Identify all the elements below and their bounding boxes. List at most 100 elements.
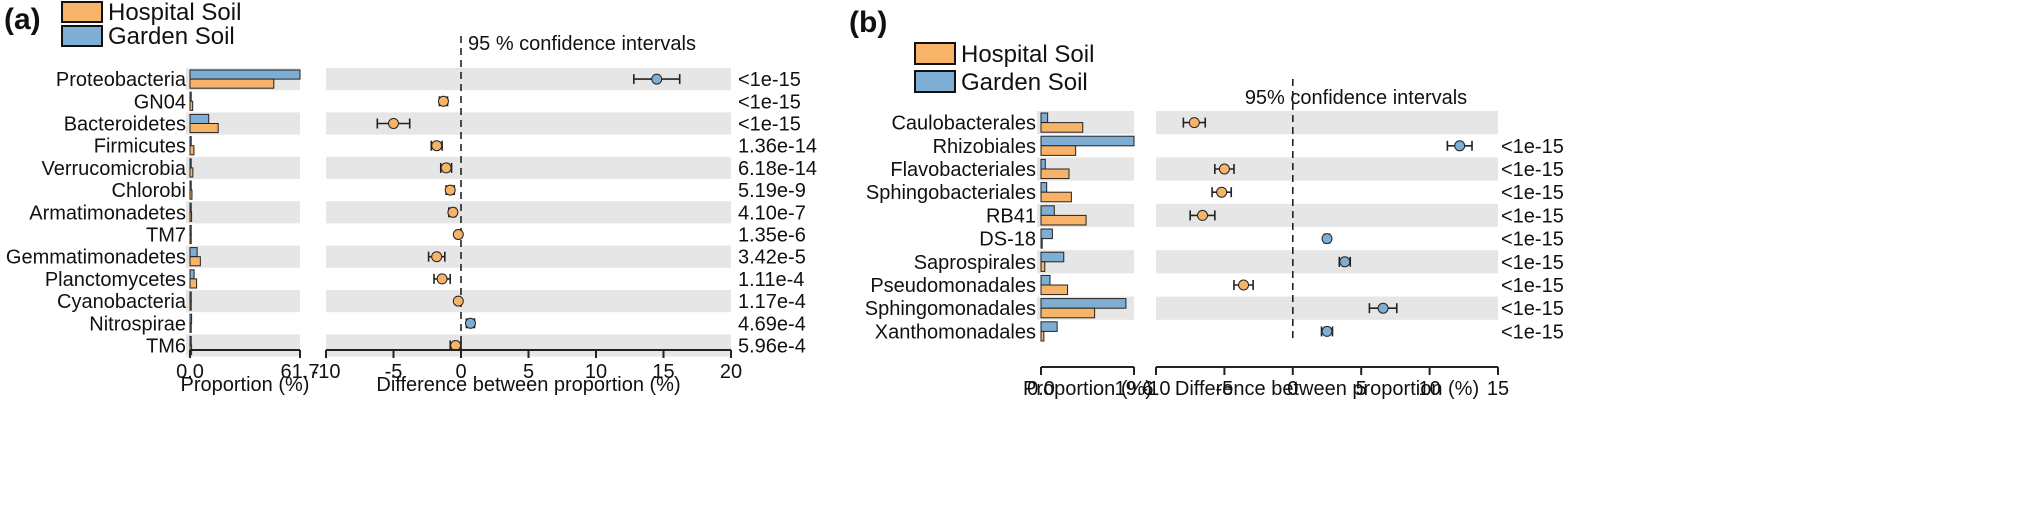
ci-point xyxy=(437,95,449,107)
proportion-bar-hospital xyxy=(189,322,192,333)
p-value: <1e-15 xyxy=(738,91,801,113)
proportion-bar-garden xyxy=(189,291,192,302)
legend-label: Garden Soil xyxy=(961,69,1088,96)
proportion-bar-hospital xyxy=(189,278,198,289)
taxon-label: TM6 xyxy=(146,336,186,358)
panel-label: (a) xyxy=(4,3,41,36)
p-value: 5.96e-4 xyxy=(738,336,806,358)
taxon-label: Sphingobacteriales xyxy=(866,182,1036,204)
proportion-bar-garden xyxy=(1040,182,1048,193)
bar-x-tick-label: 19.6 xyxy=(1115,378,1154,400)
ci-point xyxy=(1188,117,1200,129)
taxon-label: Gemmatimonadetes xyxy=(6,247,186,269)
p-value: 1.36e-14 xyxy=(738,136,817,158)
ci-point xyxy=(1454,140,1466,152)
ci-title: 95 % confidence intervals xyxy=(468,33,696,55)
bar-row-band xyxy=(186,201,300,224)
diff-x-tick-label: 20 xyxy=(720,361,742,383)
p-value: 6.18e-14 xyxy=(738,158,817,180)
ci-point xyxy=(1339,256,1351,268)
diff-row-band xyxy=(326,290,731,313)
proportion-bar-hospital xyxy=(189,211,193,222)
bar-row-band xyxy=(186,156,300,179)
proportion-bar-garden xyxy=(1040,321,1058,332)
proportion-bar-garden xyxy=(189,335,192,346)
ci-point xyxy=(1218,163,1230,175)
proportion-bar-hospital xyxy=(1040,168,1070,180)
p-value: 4.10e-7 xyxy=(738,202,806,224)
proportion-bar-garden xyxy=(189,91,192,102)
taxon-label: Pseudomonadales xyxy=(870,275,1036,297)
proportion-bar-garden xyxy=(189,269,195,280)
taxon-label: Cyanobacteria xyxy=(57,291,187,313)
diff-row-band xyxy=(326,245,731,268)
proportion-bar-hospital xyxy=(189,78,275,89)
proportion-bar-hospital xyxy=(189,167,194,178)
bar-row-band xyxy=(186,290,300,313)
diff-x-tick-label: 15 xyxy=(652,361,674,383)
p-value: 1.17e-4 xyxy=(738,291,806,313)
proportion-bar-garden xyxy=(189,247,198,258)
proportion-bar-garden xyxy=(189,113,210,125)
proportion-bar-hospital xyxy=(1040,145,1077,156)
taxon-label: Proteobacteria xyxy=(56,69,187,91)
proportion-bar-garden xyxy=(1040,112,1049,124)
proportion-bar-hospital xyxy=(189,123,219,134)
ci-point xyxy=(1238,279,1250,291)
p-value: <1e-15 xyxy=(1501,321,1564,343)
proportion-bar-garden xyxy=(189,69,301,80)
taxon-label: RB41 xyxy=(986,205,1036,227)
diff-row-band xyxy=(1156,250,1498,274)
bar-x-label: Proportion (%) xyxy=(181,374,310,396)
p-value: <1e-15 xyxy=(1501,205,1564,227)
taxon-label: Xanthomonadales xyxy=(875,321,1036,343)
ci-point xyxy=(388,118,399,129)
proportion-bar-hospital xyxy=(1040,122,1084,133)
ci-point xyxy=(1216,186,1228,198)
proportion-bar-hospital xyxy=(1040,307,1096,319)
taxon-label: Flavobacteriales xyxy=(890,159,1036,181)
taxon-label: Armatimonadetes xyxy=(29,202,186,224)
proportion-bar-garden xyxy=(189,224,192,235)
p-value: <1e-15 xyxy=(738,69,801,91)
p-value: 1.11e-4 xyxy=(738,269,804,291)
taxon-label: DS-18 xyxy=(979,229,1036,251)
proportion-bar-garden xyxy=(189,202,192,213)
diff-x-tick-label: 5 xyxy=(523,361,534,383)
proportion-bar-hospital xyxy=(189,189,193,200)
ci-point xyxy=(431,140,443,152)
legend-swatch-garden xyxy=(914,70,956,93)
ci-point xyxy=(444,184,456,196)
ci-title: 95% confidence intervals xyxy=(1245,87,1467,109)
taxon-label: TM7 xyxy=(146,225,186,247)
proportion-bar-hospital xyxy=(1040,261,1046,272)
proportion-bar-garden xyxy=(189,136,192,147)
diff-x-label: Difference between proportion (%) xyxy=(1175,378,1479,400)
p-value: <1e-15 xyxy=(738,114,801,136)
taxon-label: Caulobacterales xyxy=(891,113,1036,135)
taxon-label: Nitrospirae xyxy=(89,313,186,335)
proportion-bar-hospital xyxy=(1040,284,1069,296)
bar-x-tick-label: 0.0 xyxy=(1027,378,1055,400)
taxon-label: Bacteroidetes xyxy=(64,114,186,136)
diff-x-label: Difference between proportion (%) xyxy=(376,374,680,396)
bar-row-band xyxy=(186,245,300,268)
ci-point xyxy=(1321,325,1333,337)
ci-point xyxy=(651,73,663,85)
legend-swatch-hospital xyxy=(914,42,956,65)
diff-x-tick-label: 0 xyxy=(1287,378,1298,400)
panel-label: (b) xyxy=(849,6,887,39)
ci-point xyxy=(1321,233,1333,245)
ci-point xyxy=(452,229,464,240)
proportion-bar-garden xyxy=(1040,205,1055,216)
ci-point xyxy=(436,273,448,285)
p-value: 4.69e-4 xyxy=(738,313,806,335)
p-value: <1e-15 xyxy=(1501,298,1564,320)
diff-row-band xyxy=(326,201,731,224)
proportion-bar-garden xyxy=(1040,298,1127,309)
taxon-label: Sphingomonadales xyxy=(865,298,1036,320)
ci-point xyxy=(1197,209,1209,221)
ci-point xyxy=(1377,302,1389,314)
